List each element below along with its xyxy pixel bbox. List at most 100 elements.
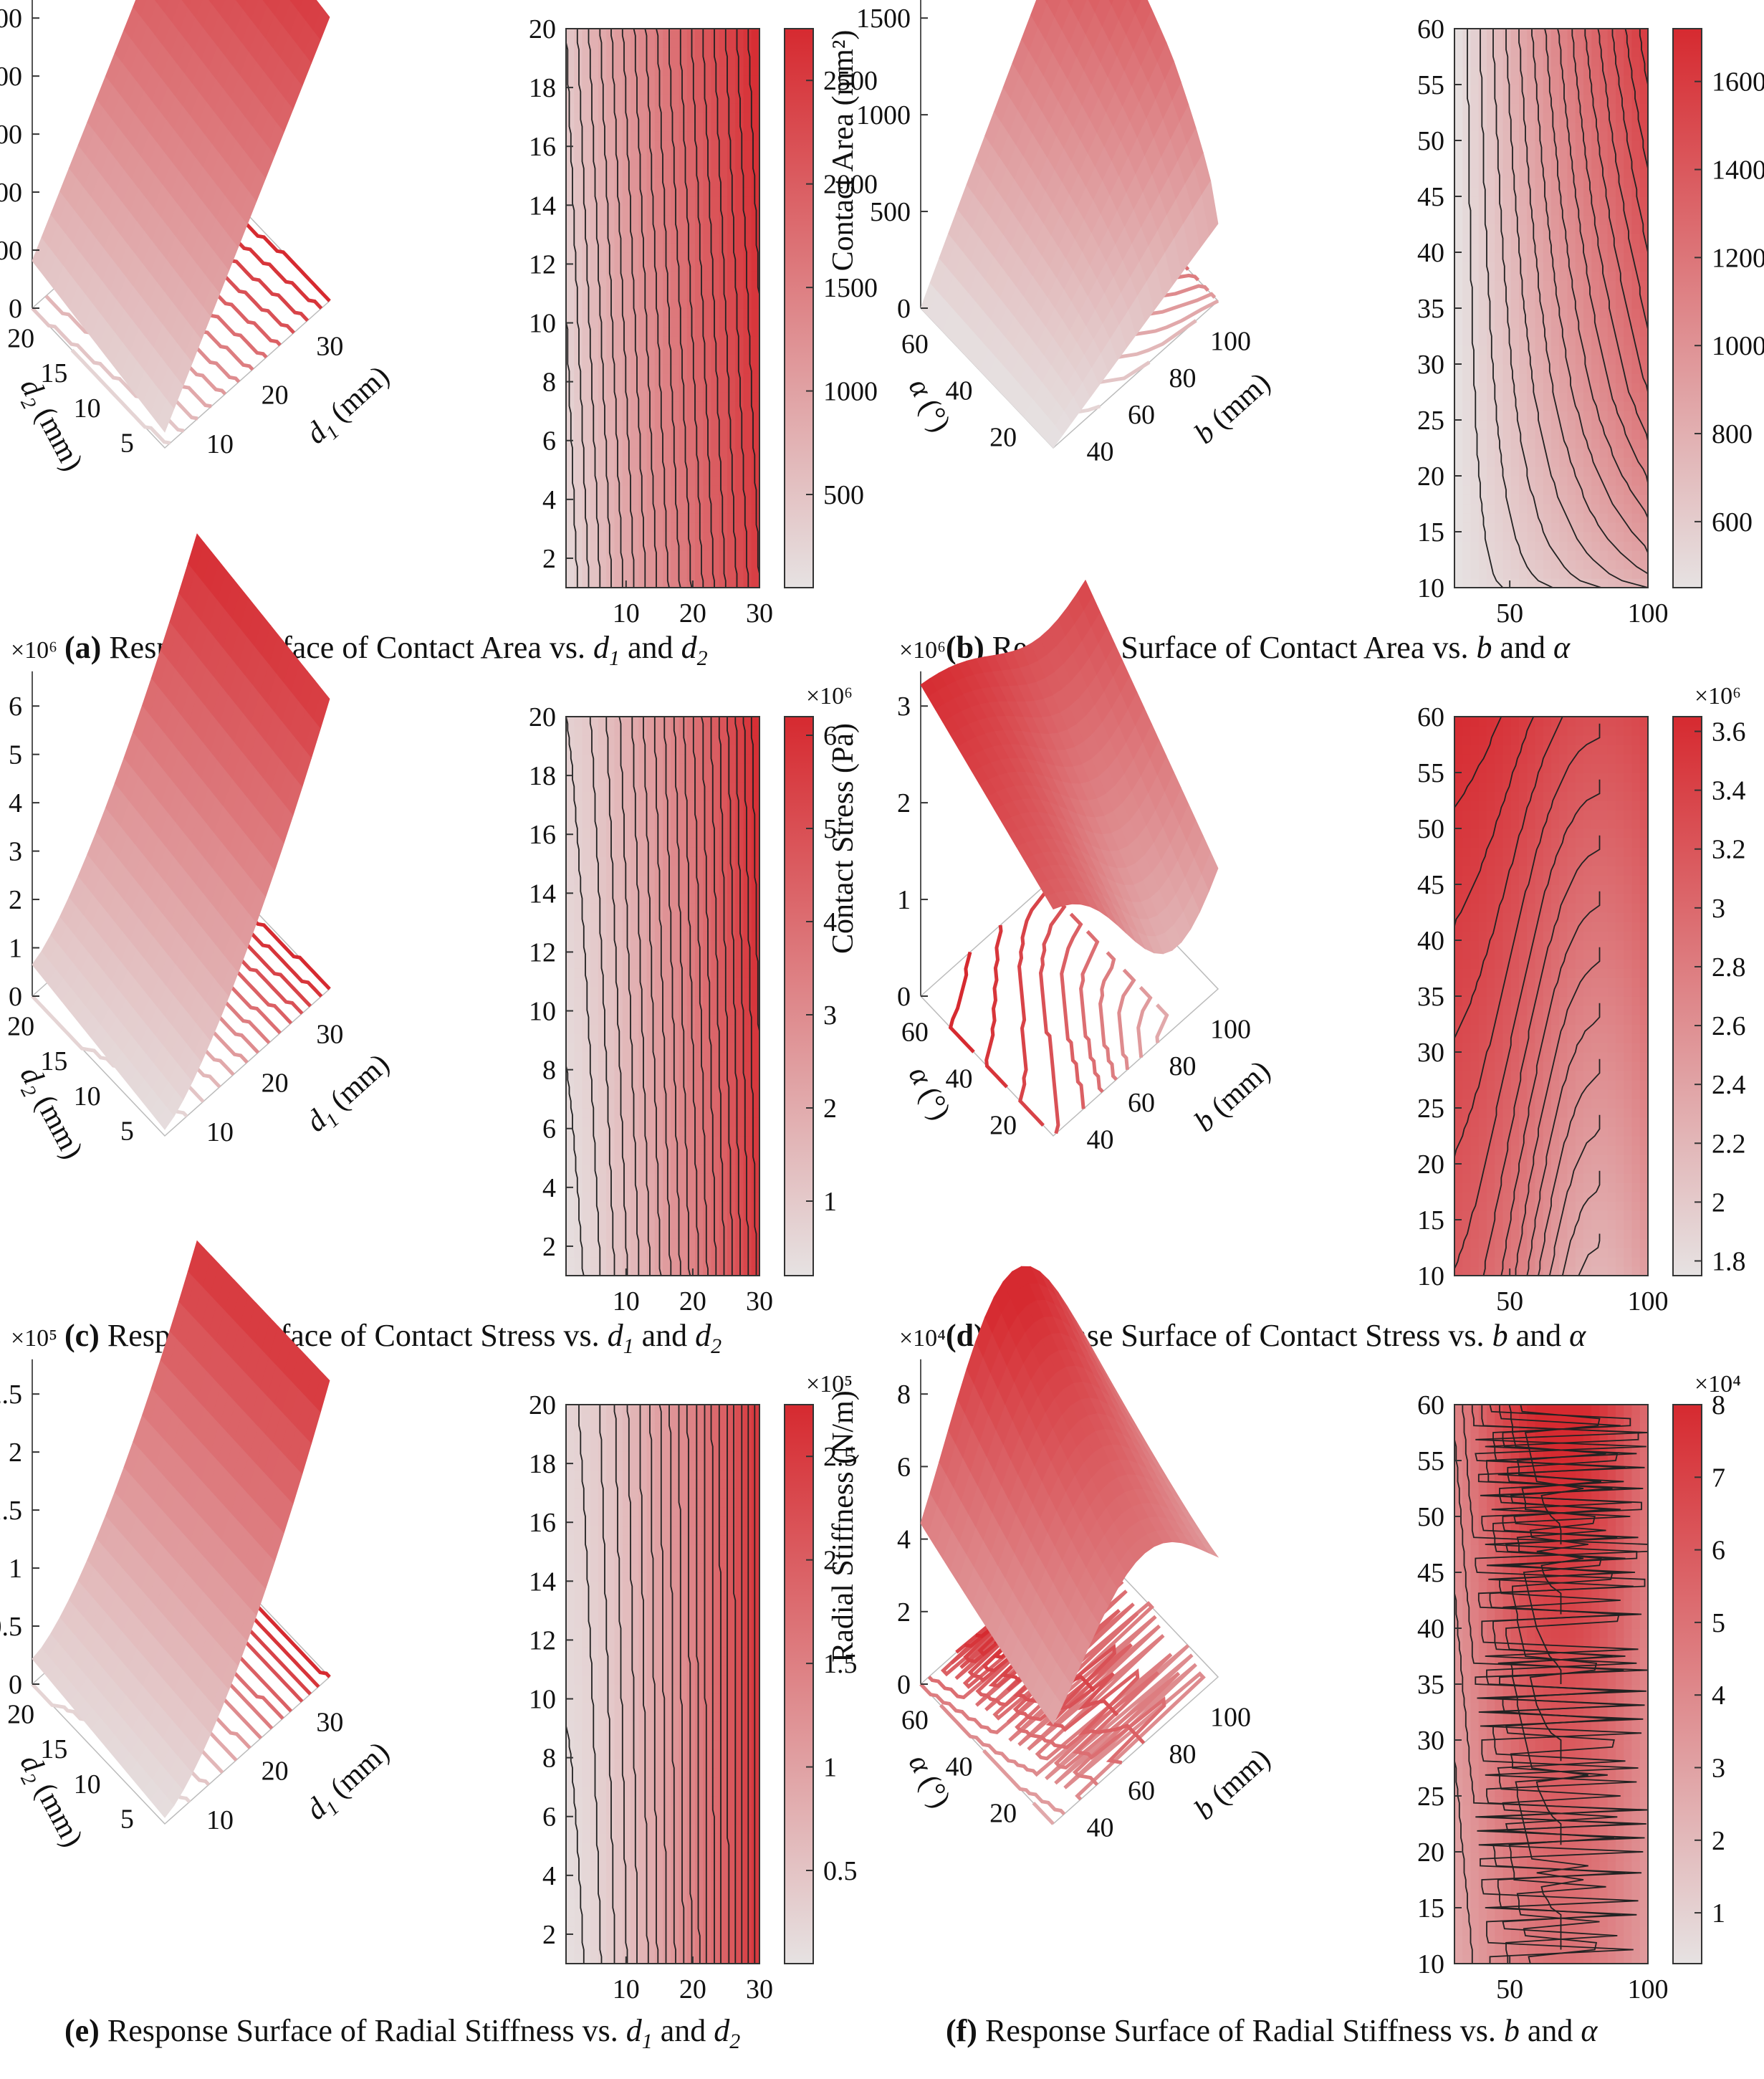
contour-fill-cell — [1478, 429, 1487, 439]
contour-fill-cell — [574, 1089, 583, 1099]
contour-fill-cell — [663, 262, 671, 272]
contour-fill-cell — [671, 717, 680, 727]
contour-fill-cell — [1599, 336, 1609, 346]
contour-fill-cell — [1551, 560, 1560, 570]
contour-fill-cell — [719, 317, 728, 328]
contour-fill-cell — [590, 931, 599, 941]
contour-fill-cell — [1495, 85, 1504, 95]
contour-fill-cell — [1478, 373, 1487, 383]
contour-fill-cell — [679, 150, 688, 160]
contour-fill-cell — [1454, 215, 1463, 225]
contour-fill-cell — [686, 131, 696, 141]
contour-fill-cell — [663, 345, 671, 355]
surface-x-tick-label: 80 — [1169, 363, 1197, 393]
contour-fill-cell — [654, 336, 663, 346]
contour-fill-cell — [671, 1201, 680, 1211]
contour-fill-cell — [1478, 355, 1487, 365]
contour-fill-cell — [686, 522, 696, 532]
contour-fill-cell — [1599, 560, 1609, 570]
contour-fill-cell — [566, 1192, 575, 1202]
contour-fill-cell — [1567, 578, 1576, 588]
contour-fill-cell — [1510, 103, 1520, 113]
contour-fill-cell — [671, 1043, 680, 1053]
contour-fill-cell — [727, 364, 736, 374]
contour-fill-cell — [727, 532, 736, 542]
contour-fill-cell — [574, 522, 583, 532]
contour-fill-cell — [1616, 38, 1624, 48]
contour-fill-cell — [614, 1266, 623, 1276]
contour-fill-cell — [703, 392, 712, 402]
contour-fill-cell — [686, 280, 696, 290]
contour-fill-cell — [1583, 206, 1592, 216]
contour-fill-cell — [1607, 57, 1616, 67]
contour-fill-cell — [631, 280, 639, 290]
contour-fill-cell — [671, 1071, 680, 1081]
surface-y-axis-label: d2 (mm) — [9, 373, 89, 479]
contour-fill-cell — [1631, 364, 1641, 374]
contour-fill-cell — [703, 504, 712, 514]
contour-fill-cell — [574, 159, 583, 169]
contour-fill-cell — [663, 113, 671, 123]
contour-fill-cell — [1470, 476, 1480, 486]
contour-fill-cell — [679, 578, 688, 588]
contour-fill-cell — [598, 457, 607, 467]
contour-fill-cell — [1495, 541, 1504, 551]
contour-fill-cell — [646, 532, 656, 542]
contour-fill-cell — [1502, 373, 1512, 383]
contour-fill-cell — [1454, 411, 1463, 421]
contour-fill-cell — [1478, 243, 1487, 253]
contour-fill-cell — [1454, 373, 1463, 383]
contour-fill-cell — [663, 1089, 671, 1099]
contour-fill-cell — [638, 912, 648, 922]
contour-fill-cell — [638, 838, 648, 848]
contour-fill-cell — [582, 560, 591, 570]
contour-fill-cell — [1454, 103, 1463, 113]
contour-fill-cell — [631, 290, 639, 300]
contour-fill-cell — [735, 85, 744, 95]
contour-fill-cell — [1519, 485, 1528, 495]
contour-fill-cell — [631, 401, 639, 411]
contour-fill-cell — [606, 420, 615, 430]
contour-fill-cell — [1599, 131, 1609, 141]
contour-fill-cell — [679, 1229, 688, 1239]
contour-fill-cell — [631, 355, 639, 365]
surface-x-tick-label: 40 — [1087, 436, 1114, 467]
contour-fill-cell — [1535, 476, 1544, 486]
contour-fill-cell — [646, 1043, 656, 1053]
contour-fill-cell — [743, 429, 752, 439]
contour-fill-cell — [598, 1061, 607, 1071]
contour-fill-cell — [622, 38, 631, 48]
contour-fill-cell — [614, 103, 623, 113]
contour-fill-cell — [566, 476, 575, 486]
contour-fill-cell — [1543, 448, 1552, 458]
contour-fill-cell — [711, 38, 720, 48]
contour-fill-cell — [1510, 560, 1520, 570]
contour-fill-cell — [638, 847, 648, 857]
contour-fill-cell — [1462, 364, 1472, 374]
contour-fill-cell — [566, 569, 575, 579]
contour-fill-cell — [1454, 392, 1463, 402]
contour-fill-cell — [590, 252, 599, 262]
contour-fill-cell — [566, 550, 575, 560]
contour-fill-cell — [1454, 94, 1463, 104]
contour-fill-cell — [1639, 252, 1649, 262]
contour-fill-cell — [1454, 271, 1463, 281]
contour-fill-cell — [566, 57, 575, 67]
contour-fill-cell — [1495, 373, 1504, 383]
contour-fill-cell — [1454, 280, 1463, 290]
contour-fill-cell — [1478, 504, 1487, 514]
contour-fill-cell — [1527, 131, 1536, 141]
contour-fill-cell — [631, 85, 639, 95]
contour-fill-cell — [598, 1136, 607, 1146]
contour-fill-cell — [751, 467, 760, 477]
contour-fill-cell — [1454, 578, 1463, 588]
contour-fill-cell — [1527, 38, 1536, 48]
contour-fill-cell — [646, 782, 656, 792]
z-tick-label: 2000 — [0, 62, 22, 92]
contour-fill-cell — [1470, 66, 1480, 76]
contour-fill-cell — [631, 996, 639, 1006]
contour-fill-cell — [590, 773, 599, 783]
contour-fill-cell — [679, 47, 688, 57]
contour-fill-cell — [1470, 532, 1480, 542]
contour-fill-cell — [663, 987, 671, 997]
